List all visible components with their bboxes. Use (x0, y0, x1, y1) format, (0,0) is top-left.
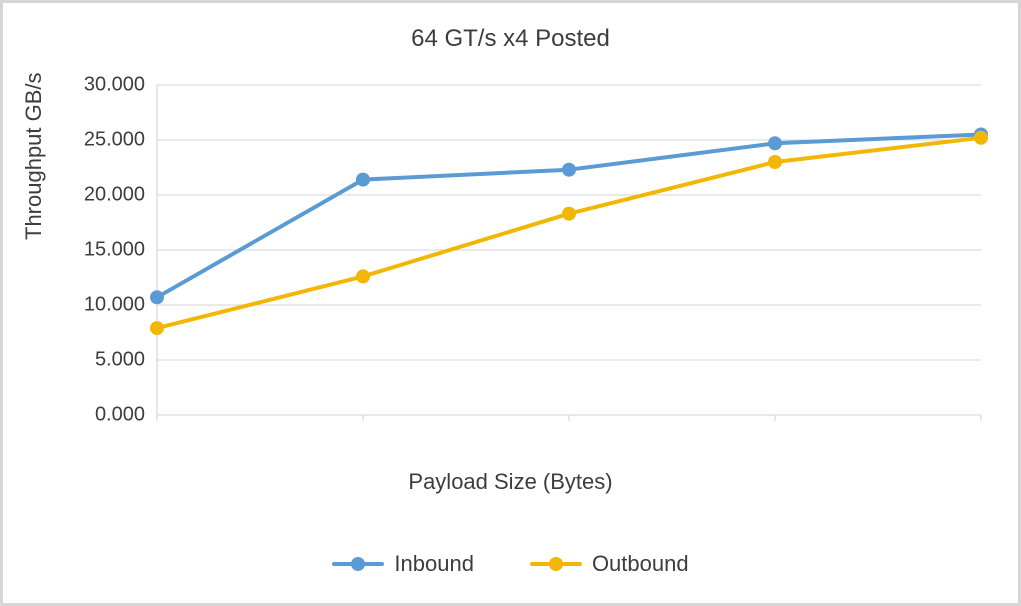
series-marker (356, 173, 370, 187)
y-tick-label: 10.000 (84, 293, 145, 315)
series-marker (562, 163, 576, 177)
legend-dot-icon (351, 557, 365, 571)
series-marker (150, 290, 164, 304)
legend-label: Inbound (394, 551, 474, 577)
chart-svg: 0.000 5.000 10.000 15.000 20.000 25.000 30.000 (41, 75, 991, 435)
y-tick-label: 30.000 (84, 75, 145, 95)
y-tick-label: 25.000 (84, 128, 145, 150)
series-marker (768, 155, 782, 169)
legend-swatch-outbound (530, 554, 582, 574)
series-marker (150, 321, 164, 335)
legend-item-outbound: Outbound (530, 551, 689, 577)
y-tick-label: 20.000 (84, 183, 145, 205)
series-marker (562, 207, 576, 221)
series-marker (356, 269, 370, 283)
series-marker (768, 136, 782, 150)
y-tick-label: 0.000 (95, 403, 145, 425)
plot-area: 0.000 5.000 10.000 15.000 20.000 25.000 30.000 (41, 75, 991, 435)
x-axis-title: Payload Size (Bytes) (3, 469, 1018, 495)
y-tick-label: 5.000 (95, 348, 145, 370)
legend: Inbound Outbound (3, 551, 1018, 577)
legend-dot-icon (549, 557, 563, 571)
y-tick-label: 15.000 (84, 238, 145, 260)
legend-label: Outbound (592, 551, 689, 577)
legend-swatch-inbound (332, 554, 384, 574)
chart-card: 64 GT/s x4 Posted Throughput GB/s 0.0005… (0, 0, 1021, 606)
legend-item-inbound: Inbound (332, 551, 474, 577)
series-marker (974, 131, 988, 145)
chart-title: 64 GT/s x4 Posted (3, 25, 1018, 53)
